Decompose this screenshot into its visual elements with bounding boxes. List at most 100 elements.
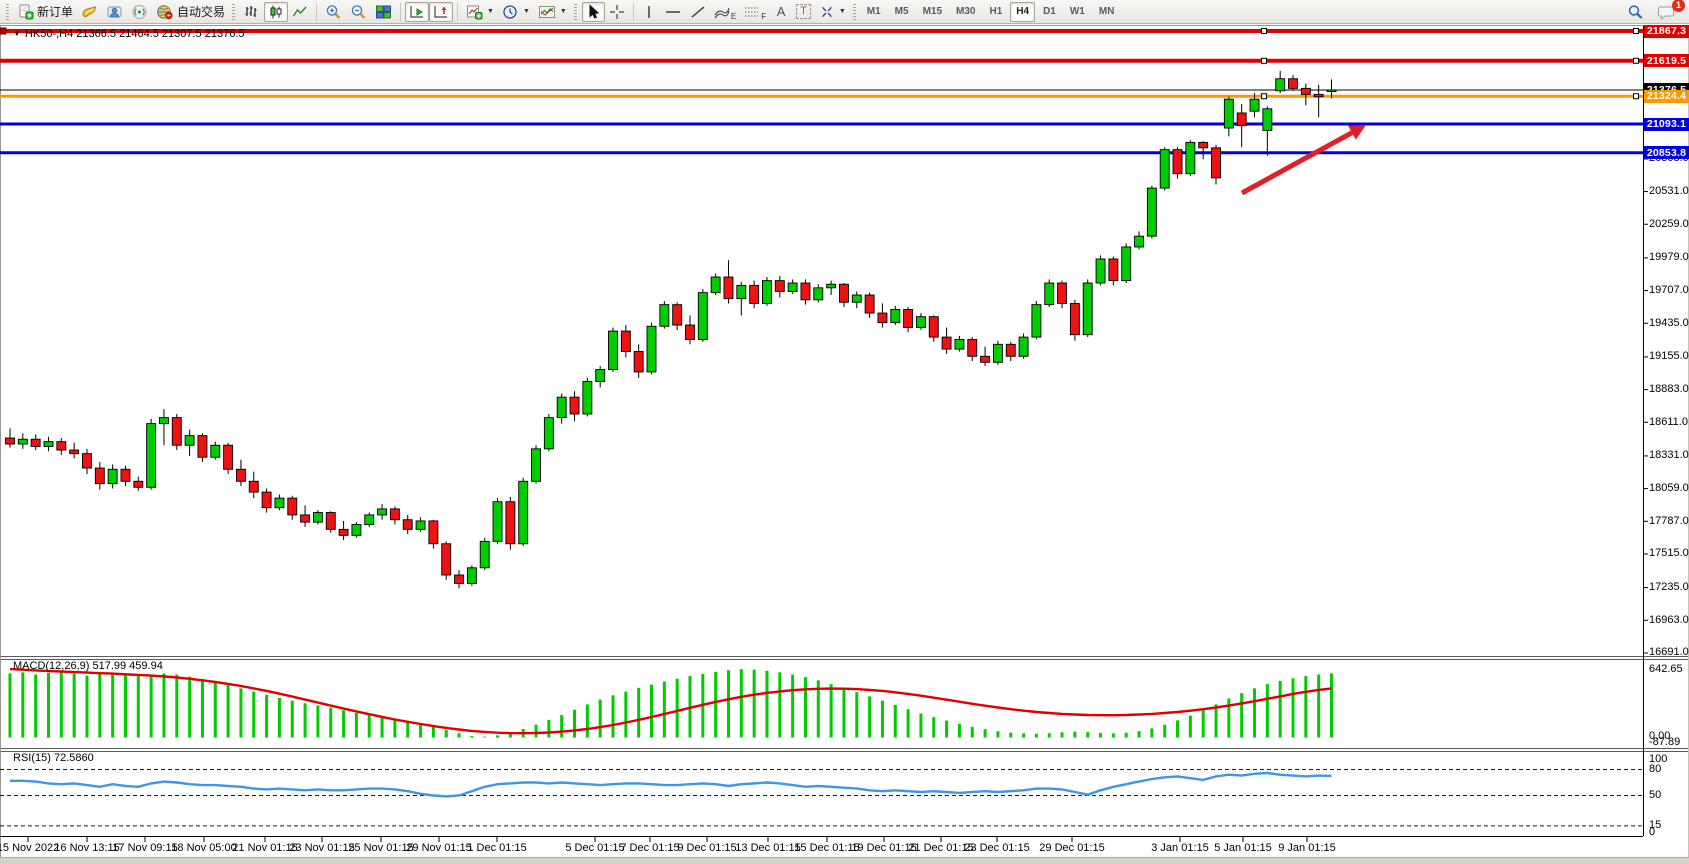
macd-histogram-bar	[85, 675, 89, 738]
crosshair-tool-button[interactable]	[605, 2, 629, 22]
zoom-out-button[interactable]	[346, 2, 371, 22]
candlestick-chart-button[interactable]	[264, 1, 289, 22]
chart-shift-button[interactable]	[429, 1, 454, 22]
vertical-line-tool-button[interactable]	[638, 2, 660, 22]
text-tool-button[interactable]: A	[770, 2, 792, 22]
timeframe-button-w1[interactable]: W1	[1069, 6, 1085, 17]
macd-histogram-bar	[662, 681, 666, 738]
navigator-person-icon	[106, 4, 123, 20]
candle-body	[633, 351, 644, 373]
navigator-button[interactable]	[102, 2, 127, 22]
candle-body	[941, 336, 952, 350]
macd-histogram-bar	[213, 681, 217, 738]
macd-histogram-bar	[598, 699, 602, 738]
candle-body	[736, 284, 747, 300]
macd-histogram-bar	[842, 687, 846, 738]
chart-shift-icon	[433, 4, 449, 20]
candle-body	[903, 308, 914, 328]
price-level-lines[interactable]	[0, 27, 1643, 155]
candle-body	[1159, 149, 1170, 189]
candle-body	[82, 453, 92, 469]
macd-histogram-bar	[380, 717, 384, 738]
candle-body	[1223, 98, 1234, 129]
new-order-label: 新订单	[37, 5, 74, 19]
annotation-arrow[interactable]	[1240, 125, 1366, 196]
templates-button[interactable]: ▼	[534, 2, 571, 22]
candle-body	[1236, 112, 1247, 127]
candlestick-chart-icon	[268, 4, 284, 20]
market-watch-button[interactable]	[77, 2, 102, 22]
text-label-tool-button[interactable]: T	[792, 2, 815, 22]
macd-histogram-bar	[1278, 680, 1282, 738]
toolbar-separator	[316, 2, 318, 21]
timeframe-button-mn[interactable]: MN	[1098, 6, 1115, 17]
notification-badge: 1	[1672, 0, 1685, 12]
timeframe-button-m15[interactable]: M15	[922, 6, 943, 17]
candle-body	[595, 369, 606, 382]
periods-button[interactable]: ▼	[498, 2, 534, 22]
macd-histogram-bar	[945, 720, 949, 738]
candle-body	[94, 467, 105, 485]
arrows-tool-button[interactable]: ▼	[815, 2, 850, 22]
macd-histogram-bar	[111, 672, 115, 738]
candle-body	[133, 480, 144, 488]
macd-histogram-bar	[675, 678, 679, 738]
auto-scroll-button[interactable]	[405, 1, 430, 22]
tile-windows-button[interactable]	[371, 2, 396, 22]
candle-body	[1057, 282, 1068, 304]
cursor-tool-button[interactable]	[581, 1, 605, 22]
macd-histogram-bar	[1034, 733, 1038, 738]
candle-body	[646, 325, 657, 373]
candle-body	[710, 276, 721, 294]
search-button[interactable]	[1623, 2, 1648, 22]
trendline-tool-button[interactable]	[686, 2, 710, 22]
macd-histogram-bar	[1111, 733, 1115, 738]
line-chart-button[interactable]	[288, 2, 312, 22]
horizontal-line-tool-button[interactable]	[660, 2, 686, 22]
notifications-button[interactable]: 1	[1654, 0, 1685, 22]
toolbar-grip[interactable]	[852, 3, 856, 20]
macd-histogram-bar	[21, 672, 25, 738]
toolbar-grip[interactable]	[6, 3, 9, 20]
candle-body	[518, 480, 529, 545]
macd-histogram-bar	[406, 721, 410, 738]
signals-button[interactable]	[127, 2, 152, 22]
timeframe-button-h1[interactable]: H1	[989, 6, 1003, 17]
candle-body	[826, 283, 837, 289]
macd-histogram-bar	[585, 704, 589, 738]
bar-chart-button[interactable]	[240, 2, 264, 22]
candle-body	[954, 339, 965, 350]
candle-body	[1121, 246, 1132, 282]
toolbar-grip[interactable]	[232, 3, 236, 20]
toolbar-grip[interactable]	[573, 3, 577, 20]
fibonacci-tool-button[interactable]: F	[740, 2, 770, 22]
macd-histogram-bar	[457, 733, 461, 738]
macd-histogram-bar	[650, 684, 653, 738]
zoom-in-button[interactable]	[321, 2, 346, 22]
macd-histogram-bar	[1150, 728, 1154, 738]
macd-histogram-bar	[534, 724, 538, 738]
bar-chart-icon	[244, 4, 260, 20]
candle-body	[1198, 141, 1209, 149]
candle-body	[312, 512, 323, 523]
new-order-button[interactable]: 新订单	[14, 2, 77, 22]
candle-body	[749, 284, 760, 304]
macd-histogram-bar	[791, 674, 795, 738]
macd-histogram-bar	[1124, 732, 1128, 738]
autotrading-button[interactable]: 自动交易	[152, 2, 229, 22]
timeframe-button-d1[interactable]: D1	[1043, 6, 1056, 17]
timeframe-button-m5[interactable]: M5	[894, 6, 909, 17]
channel-tool-suffix: E	[730, 11, 737, 21]
candle-body	[261, 491, 272, 509]
indicators-button[interactable]: ▼	[462, 2, 498, 22]
timeframe-button-m30[interactable]: M30	[956, 6, 976, 17]
macd-histogram-bar	[1253, 688, 1257, 738]
window-bottom-edge	[0, 858, 1689, 864]
candle-body	[389, 508, 400, 521]
candle-body	[1262, 108, 1273, 131]
equidistant-channel-tool-button[interactable]: E	[710, 2, 740, 22]
timeframe-button-m1[interactable]: M1	[866, 6, 881, 17]
macd-histogram-bar	[919, 713, 923, 738]
timeframe-button-h4[interactable]: H4	[1010, 1, 1036, 22]
